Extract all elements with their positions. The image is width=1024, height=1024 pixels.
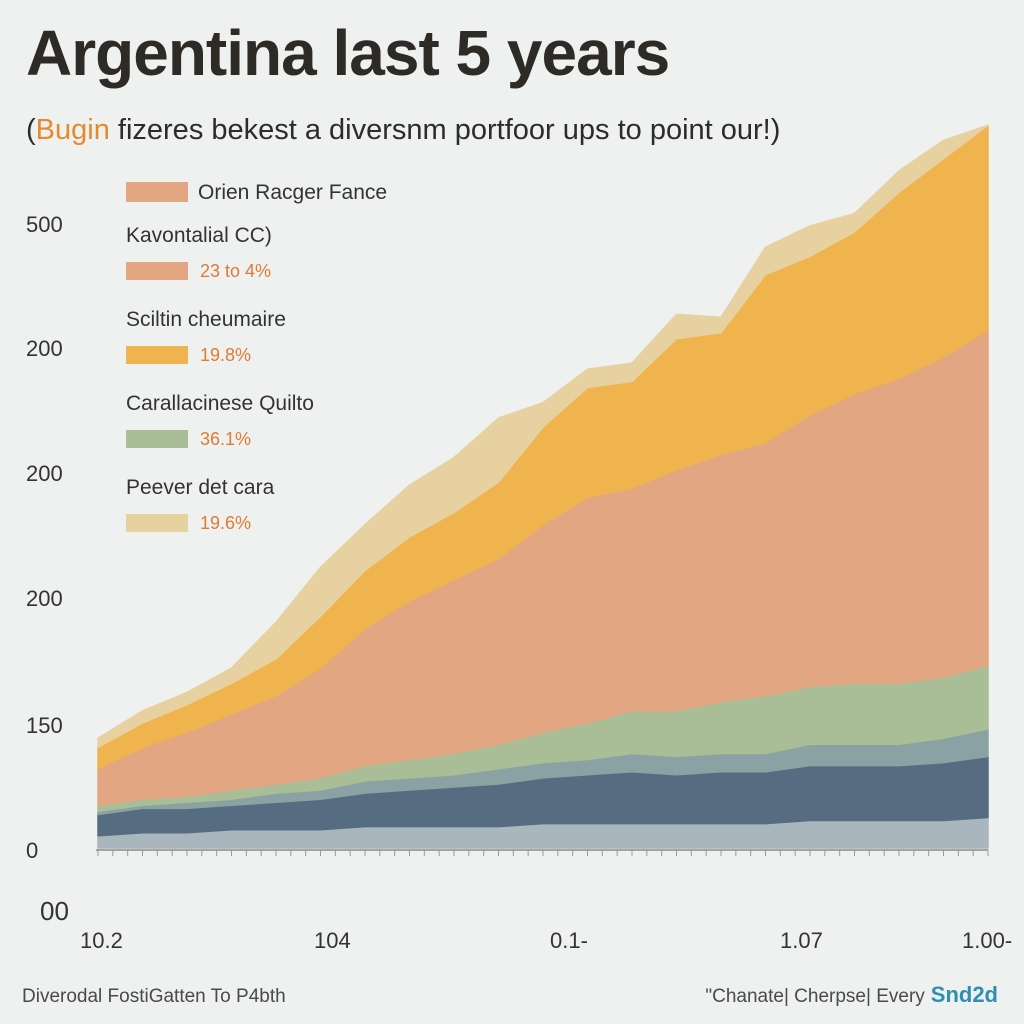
- subtitle-open-paren: (: [26, 114, 36, 146]
- x-axis-ticks: 10.2 104 0.1- 1.07 1.00-: [80, 928, 1012, 953]
- legend-entry-name: Kavontalial CC): [126, 224, 272, 247]
- y-tick-label: 200: [26, 336, 63, 361]
- chart-title: Argentina last 5 years: [26, 17, 670, 89]
- legend: Orien Racger Fance Kavontalial CC) 23 to 4…: [126, 181, 387, 533]
- legend-swatch: [126, 346, 188, 364]
- footer-left-text: Diverodal FostiGatten To P4bth: [22, 986, 286, 1007]
- x-tick-label: 0.1-: [550, 928, 588, 953]
- legend-entry-name: Orien Racger Fance: [198, 181, 387, 204]
- legend-entry-name: Sciltin cheumaire: [126, 308, 286, 331]
- subtitle-accent: Bugin: [35, 114, 110, 146]
- footer-right-text: "Chanate| Cherpse| Every Snd2d: [705, 982, 998, 1008]
- x-tick-label: 1.00-: [962, 928, 1012, 953]
- brand-logo: Snd2d: [930, 982, 998, 1007]
- legend-swatch: [126, 430, 188, 448]
- y-tick-label: 00: [40, 896, 69, 926]
- x-tick-label: 10.2: [80, 928, 123, 953]
- legend-swatch: [126, 182, 188, 202]
- y-tick-label: 200: [26, 586, 63, 611]
- y-tick-label: 200: [26, 461, 63, 486]
- legend-entry-percent: 23 to 4%: [200, 261, 271, 281]
- chart-subtitle: (Bugin fizeres bekest a diversnm portfoo…: [26, 114, 780, 147]
- x-tick-label: 104: [314, 928, 351, 953]
- y-tick-label: 500: [26, 212, 63, 237]
- x-tick-label: 1.07: [780, 928, 823, 953]
- legend-swatch: [126, 262, 188, 280]
- subtitle-rest: fizeres bekest a diversnm portfoor ups t…: [109, 114, 781, 146]
- legend-entry-percent: 19.8%: [200, 345, 251, 365]
- legend-entry-percent: 19.6%: [200, 513, 251, 533]
- legend-swatch: [126, 514, 188, 532]
- legend-entry-name: Carallacinese Quilto: [126, 392, 314, 415]
- y-tick-label: 0: [26, 838, 38, 863]
- footer-right-label: "Chanate| Cherpse| Every: [705, 986, 925, 1007]
- area-layers: [97, 124, 989, 849]
- legend-entry-percent: 36.1%: [200, 429, 251, 449]
- area-series-7: [97, 124, 989, 749]
- y-tick-label: 150: [26, 713, 63, 738]
- x-axis: [96, 849, 989, 856]
- legend-entry-name: Peever det cara: [126, 476, 275, 499]
